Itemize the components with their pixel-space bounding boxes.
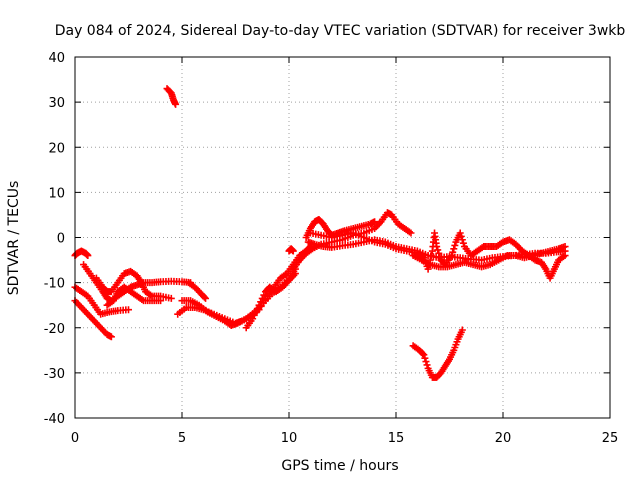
data-point [157,297,165,305]
data-point [458,236,466,244]
data-point [107,333,115,341]
x-tick-label: 25 [602,431,619,446]
series-track-8 [184,279,210,302]
y-tick-label: -20 [44,322,65,337]
data-point [448,252,456,260]
data-point [371,218,379,226]
series-track-18 [409,326,466,381]
data-point [457,232,465,240]
data-point [459,239,467,247]
data-point [423,361,431,369]
y-tick-label: 0 [57,232,65,247]
series-track-6 [103,283,165,309]
x-tick-label: 10 [281,431,298,446]
x-tick-label: 15 [388,431,405,446]
x-tick-label: 5 [178,431,186,446]
data-point [289,247,297,255]
axis-ticks: 0 5 10 15 20 25 -40 -30 -20 -10 0 10 20 30 40 [44,51,619,446]
data-point [125,306,132,314]
data-point [421,354,429,362]
data-point [172,100,180,108]
grid-lines [75,57,610,418]
data-point [422,358,430,366]
series-track-12 [285,245,297,255]
data-point [420,351,428,359]
data-point [561,252,569,260]
data-point [419,350,427,358]
data-point [561,243,569,251]
series-track-7 [163,85,180,108]
data-point [427,252,435,260]
data-point [407,229,415,237]
x-tick-label: 0 [71,431,79,446]
y-axis-label: SDTVAR / TECUs [6,181,22,296]
x-axis-label: GPS time / hours [281,458,398,474]
series-track-1 [71,247,92,260]
data-series [71,85,569,381]
series-track-11 [242,270,299,332]
data-point [167,294,175,302]
data-point [435,249,443,257]
data-point [433,243,441,251]
data-point [434,246,442,254]
series-track-5 [92,267,175,302]
data-point [200,293,208,301]
data-point [436,253,444,261]
y-tick-label: 10 [48,186,65,201]
y-tick-label: 40 [48,51,65,66]
series-track-17 [409,243,569,271]
data-point [458,326,466,334]
y-tick-label: -30 [44,367,65,382]
data-point [451,241,459,249]
data-point [449,248,457,256]
data-point [456,229,464,237]
y-tick-label: 20 [48,141,65,156]
data-point [450,245,458,253]
plot-frame [74,56,611,419]
y-tick-label: -40 [44,412,65,427]
y-tick-label: 30 [48,96,65,111]
data-point [291,270,299,278]
series-track-3 [71,297,115,341]
data-point [202,294,210,302]
x-tick-label: 20 [495,431,512,446]
y-tick-label: -10 [44,277,65,292]
series-track-2 [71,283,132,318]
data-point [84,252,92,260]
chart-title: Day 084 of 2024, Sidereal Day-to-day VTE… [55,23,626,39]
